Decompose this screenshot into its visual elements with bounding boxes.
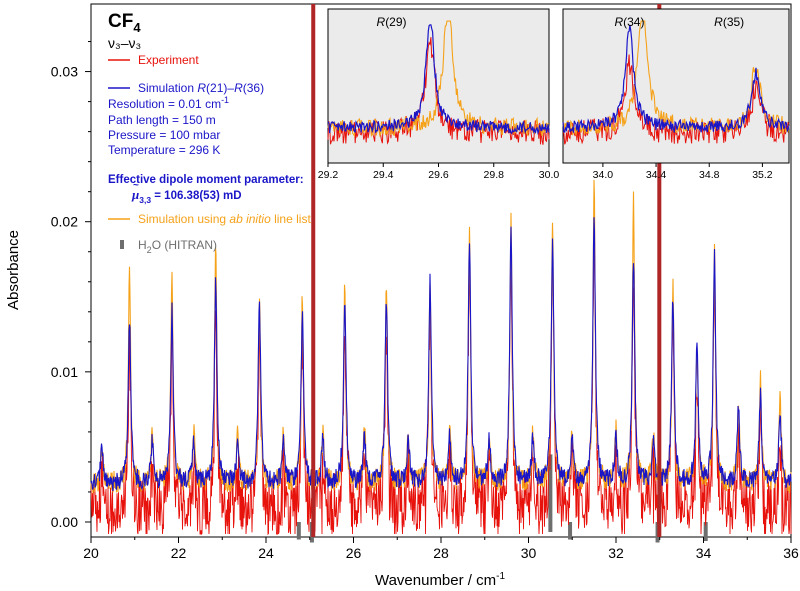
y-axis-title: Absorbance [5, 230, 22, 310]
inset-tick-label-0-4: 30.0 [539, 169, 560, 181]
inset-r29: R(29) 29.2 29.4 29.6 29.8 30.0 [318, 8, 560, 181]
legend-label-experiment: Experiment [138, 53, 199, 67]
x-tick-label-7: 34 [696, 545, 712, 561]
inset-tick-label-1-0: 34.0 [593, 169, 614, 181]
experiment-trace [90, 231, 792, 536]
marker-line-0 [311, 4, 316, 537]
simulation-line [90, 217, 792, 492]
inset-tick-label-0-1: 29.4 [373, 169, 394, 181]
band-label: ν₃–ν₃ [108, 35, 141, 51]
y-tick-label-3: 0.03 [51, 64, 78, 80]
experiment-line [90, 231, 792, 536]
x-tick-label-8: 36 [783, 545, 799, 561]
inset-tick-label-0-2: 29.6 [428, 169, 449, 181]
legend-swatch-h2o [120, 240, 124, 249]
dipole-title: Effective dipole moment parameter: [108, 174, 304, 186]
pressure-text: Pressure = 100 mbar [108, 128, 220, 142]
x-axis-title-sup: -1 [496, 571, 505, 582]
legend-label-simulation: Simulation R(21)–R(36) [138, 81, 264, 95]
x-axis: 20 22 24 26 28 30 32 34 36 [83, 537, 799, 561]
x-tick-label-0: 20 [83, 545, 99, 561]
x-tick-label-5: 30 [521, 545, 537, 561]
ab-initio-line [90, 179, 792, 494]
x-tick-label-6: 32 [608, 545, 624, 561]
marker-line-1 [657, 4, 662, 537]
x-tick-label-2: 24 [258, 545, 274, 561]
inset-frame-0 [327, 8, 550, 164]
inset-tick-label-0-3: 29.8 [484, 169, 505, 181]
annotation-block: CF4 ν₃–ν₃ Experiment Simulation R(21)–R(… [108, 11, 311, 255]
h2o-line-5 [703, 521, 708, 541]
inset-tick-label-1-1: 34.4 [646, 169, 667, 181]
inset-tick-label-0-0: 29.2 [318, 169, 339, 181]
resolution-sup: -1 [221, 95, 229, 105]
x-axis-title: Wavenumber / cm-1 [375, 571, 505, 589]
x-tick-label-4: 28 [433, 545, 449, 561]
resolution-text: Resolution = 0.01 cm-1 [108, 95, 229, 111]
h2o-line-4 [568, 521, 573, 540]
inset-tick-label-1-3: 35.2 [752, 169, 773, 181]
h2o-line-1 [548, 454, 553, 532]
simulation-trace [90, 217, 792, 492]
x-tick-label-1: 22 [171, 545, 187, 561]
legend-label-ab-initio: Simulation using ab initio line list [138, 212, 311, 226]
molecule-subscript: 4 [133, 20, 141, 35]
dipole-tilde: ~ [133, 180, 139, 191]
inset-peak-label-1-1: R(35) [714, 15, 744, 29]
y-axis: 0.00 0.01 0.02 0.03 [51, 41, 91, 530]
ab-initio-trace [90, 179, 792, 494]
legend-label-h2o: H2O (HITRAN) [138, 238, 217, 255]
inset-tick-label-1-2: 34.8 [699, 169, 720, 181]
y-tick-label-2: 0.02 [51, 214, 78, 230]
molecule-label: CF4 [108, 11, 141, 35]
inset-peak-label-0-0: R(29) [377, 15, 407, 29]
inset-ab-initio-line-0 [327, 20, 550, 138]
inset-peak-label-1-0: R(34) [614, 15, 644, 29]
inset-simulation-line-0 [327, 24, 550, 136]
inset-r34-r35: R(34) R(35) 34.0 34.4 34.8 35.2 [562, 8, 790, 181]
h2o-line-3 [296, 521, 301, 540]
x-tick-label-3: 26 [346, 545, 362, 561]
inset-frame-1 [562, 8, 790, 164]
marker-lines [311, 4, 662, 537]
y-tick-label-0: 0.00 [51, 514, 78, 530]
inset-simulation-line-1 [562, 24, 790, 133]
y-tick-label-1: 0.01 [51, 364, 78, 380]
temperature-text: Temperature = 296 K [108, 143, 220, 157]
path-length-text: Path length = 150 m [108, 113, 216, 127]
dipole-value: μ3,3 = 106.38(53) mD [131, 187, 242, 205]
